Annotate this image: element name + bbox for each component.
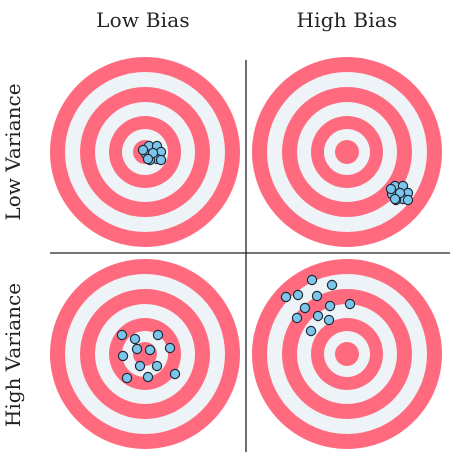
target-low-bias-high-variance bbox=[50, 259, 240, 449]
shot-dot bbox=[116, 329, 128, 341]
shot-dot bbox=[291, 312, 303, 324]
shot-dot bbox=[142, 371, 154, 383]
shot-dot bbox=[344, 298, 356, 310]
shot-dot bbox=[164, 342, 176, 354]
target-high-bias-low-variance bbox=[252, 57, 442, 247]
shot-dot bbox=[137, 144, 149, 156]
shot-dot bbox=[144, 344, 156, 356]
shot-dot bbox=[312, 310, 324, 322]
shots-high-bias-low-variance bbox=[385, 180, 414, 206]
shot-dot bbox=[292, 289, 304, 301]
shot-dot bbox=[389, 193, 401, 205]
shot-dot bbox=[306, 274, 318, 286]
shot-dot bbox=[151, 360, 163, 372]
shot-dot bbox=[131, 343, 143, 355]
column-label-high-bias: High Bias bbox=[296, 8, 398, 32]
shot-dot bbox=[385, 183, 397, 195]
column-label-low-bias: Low Bias bbox=[96, 8, 190, 32]
target-high-bias-high-variance bbox=[252, 259, 442, 449]
shot-dot bbox=[402, 194, 414, 206]
shot-dot bbox=[311, 290, 323, 302]
target-ring bbox=[335, 342, 359, 366]
shot-dot bbox=[299, 302, 311, 314]
shot-dot bbox=[155, 154, 167, 166]
shot-dot bbox=[142, 153, 154, 165]
target-ring bbox=[335, 140, 359, 164]
shots-low-bias-low-variance bbox=[137, 140, 167, 166]
shot-dot bbox=[323, 314, 335, 326]
shot-dot bbox=[129, 333, 141, 345]
shot-dot bbox=[324, 300, 336, 312]
shot-dot bbox=[121, 372, 133, 384]
shots-high-bias-high-variance bbox=[280, 274, 356, 337]
shot-dot bbox=[134, 360, 146, 372]
shot-dot bbox=[117, 350, 129, 362]
shots-low-bias-high-variance bbox=[116, 329, 181, 384]
shot-dot bbox=[152, 329, 164, 341]
shot-dot bbox=[169, 368, 181, 380]
shot-dot bbox=[305, 325, 317, 337]
shot-dot bbox=[326, 279, 338, 291]
shot-dot bbox=[280, 291, 292, 303]
